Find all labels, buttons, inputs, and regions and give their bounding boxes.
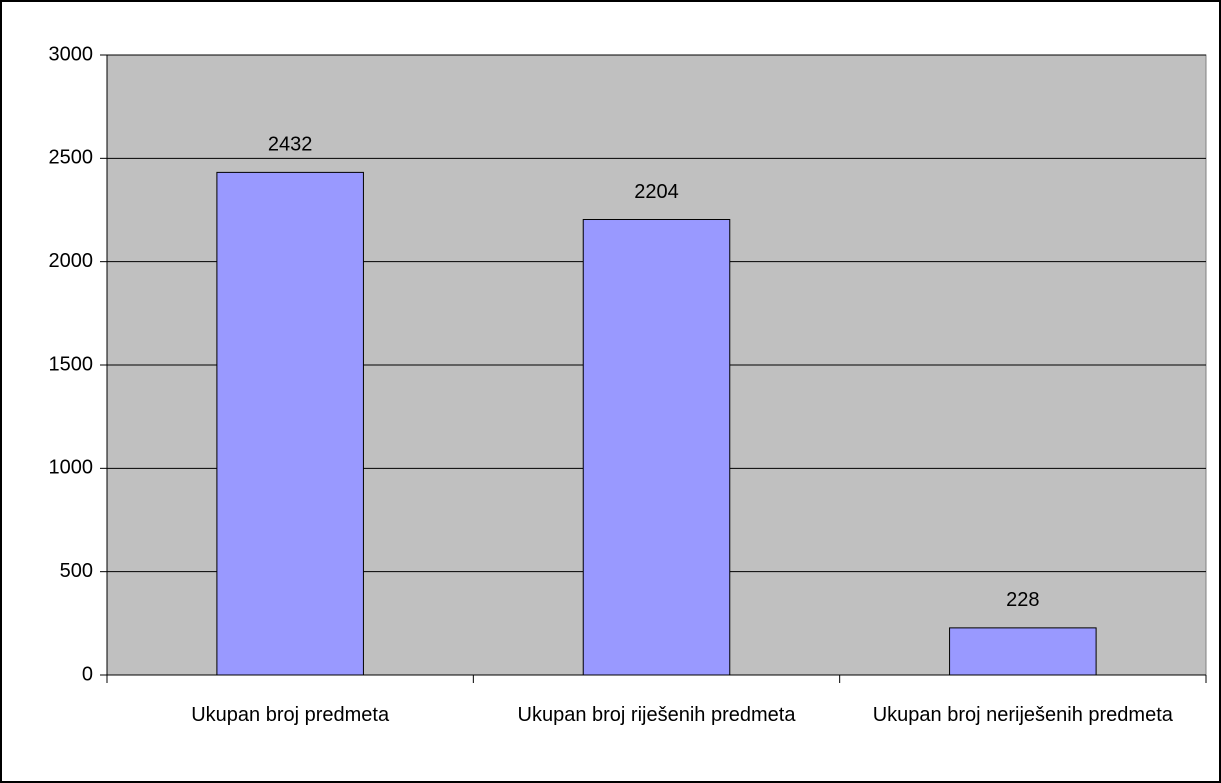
y-tick-label: 1500 — [49, 353, 94, 375]
bar — [216, 171, 364, 676]
data-label: 2432 — [268, 134, 313, 156]
data-label: 228 — [1006, 589, 1039, 611]
x-tick-label-box: Ukupan broj riješenih predmeta — [517, 704, 796, 726]
bar — [949, 627, 1097, 676]
x-tick-label: Ukupan broj predmeta — [191, 704, 390, 726]
x-tick-label-box: Ukupan broj neriješenih predmeta — [872, 704, 1173, 726]
y-tick-label: 0 — [82, 663, 93, 685]
data-label: 2204 — [634, 181, 679, 203]
y-tick-label: 1000 — [49, 457, 94, 479]
y-tick-label: 2000 — [49, 250, 94, 272]
x-tick-label-box: Ukupan broj predmeta — [191, 704, 390, 726]
bar — [582, 219, 731, 676]
y-tick-label: 500 — [60, 560, 93, 582]
y-tick-label: 3000 — [49, 43, 94, 65]
y-tick-label: 2500 — [49, 147, 94, 169]
x-tick-label: Ukupan broj neriješenih predmeta — [872, 704, 1173, 726]
x-tick-label: Ukupan broj riješenih predmeta — [517, 704, 796, 726]
